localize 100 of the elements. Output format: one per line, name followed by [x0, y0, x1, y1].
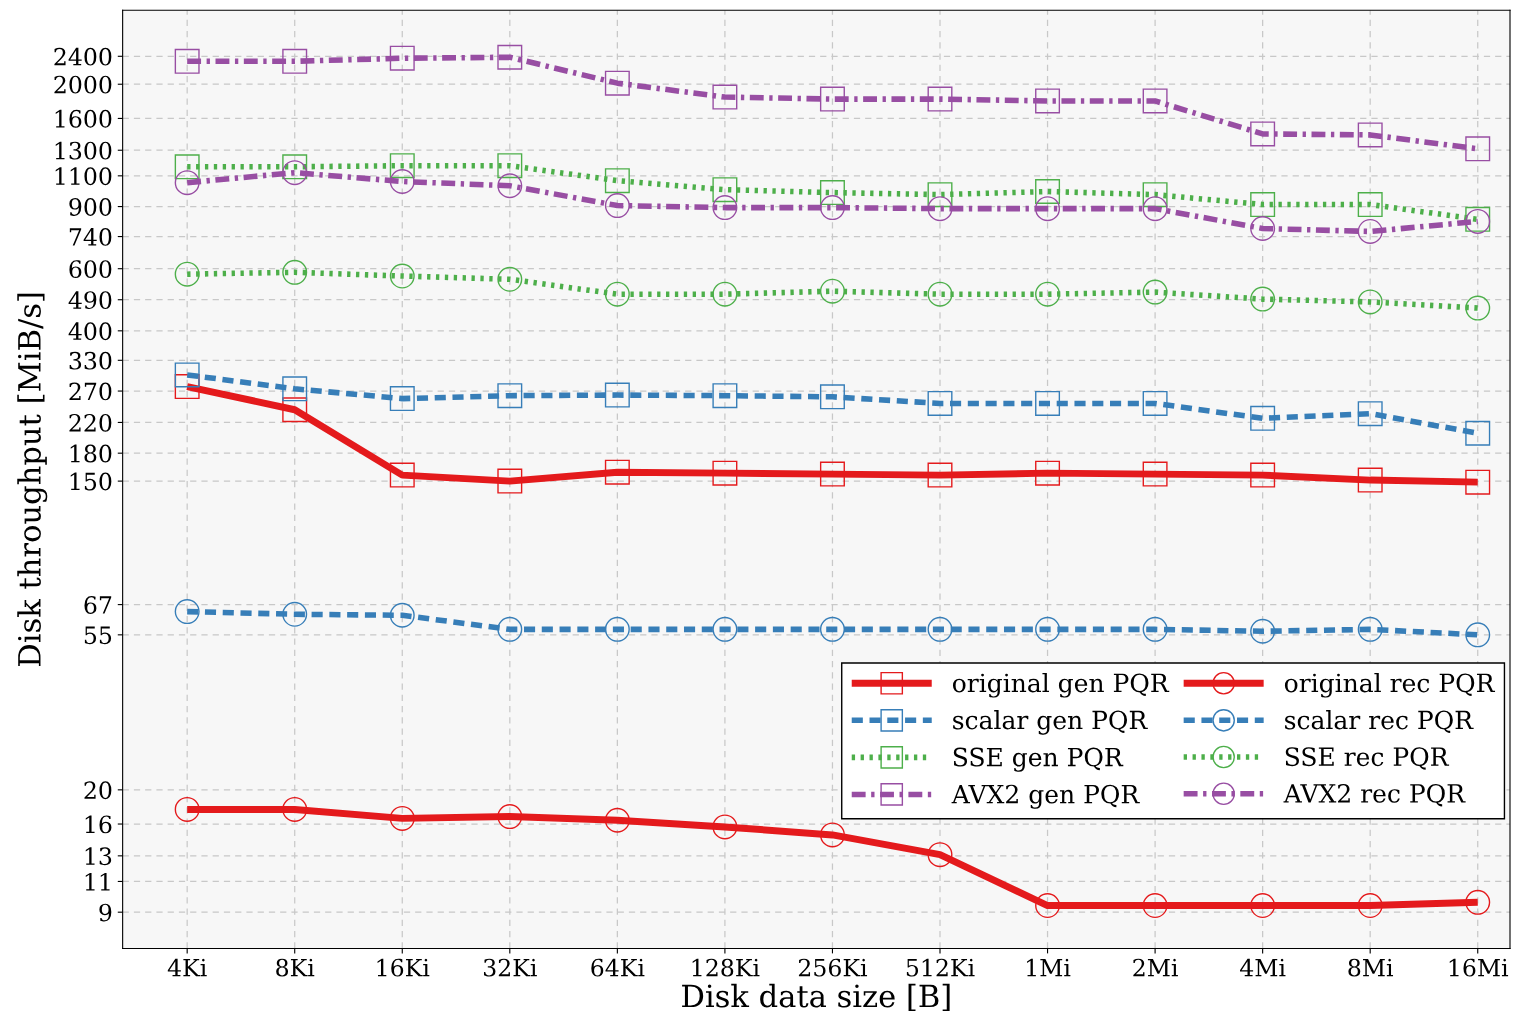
point [497, 44, 523, 70]
point [712, 460, 738, 486]
point [282, 397, 308, 423]
point [712, 281, 738, 307]
point [1465, 295, 1491, 321]
point [819, 822, 845, 848]
point [1250, 121, 1276, 147]
x-tick-label: 512Ki [906, 958, 975, 977]
point [1142, 88, 1168, 114]
point [1035, 460, 1061, 486]
legend-label: SSE rec PQR [1285, 747, 1450, 770]
point [1357, 616, 1383, 642]
y-tick-label: 400 [68, 322, 112, 341]
x-tick-label: 2Mi [1133, 958, 1178, 977]
point [927, 390, 953, 416]
point [1357, 467, 1383, 493]
point [1357, 289, 1383, 315]
point [604, 168, 630, 194]
point [819, 616, 845, 642]
y-tick-label: 55 [84, 626, 112, 645]
point [282, 796, 308, 822]
point [604, 193, 630, 219]
y-tick-label: 270 [69, 382, 112, 401]
point [282, 259, 308, 285]
point [174, 48, 200, 74]
x-tick-label: 8Ki [276, 958, 315, 977]
point [1142, 461, 1168, 487]
point [174, 796, 200, 822]
point [389, 169, 415, 195]
point [497, 804, 523, 830]
point [1142, 196, 1168, 222]
x-axis-title: Disk data size [B] [682, 983, 950, 1012]
x-tick-label: 1Mi [1027, 958, 1071, 977]
point [927, 281, 953, 307]
point [497, 266, 523, 292]
point [389, 602, 415, 628]
point [497, 616, 523, 642]
y-tick-label: 1100 [55, 167, 112, 186]
y-tick-label: 13 [85, 847, 112, 866]
point [1142, 182, 1168, 208]
point [1357, 122, 1383, 148]
point [497, 468, 523, 494]
y-tick-label: 740 [69, 228, 112, 246]
y-tick-label: 1600 [55, 109, 112, 128]
point [1250, 192, 1276, 218]
point [1250, 893, 1276, 919]
legend-label: scalar rec PQR [1285, 710, 1474, 734]
y-tick-label: 9 [99, 903, 112, 922]
point [174, 170, 200, 196]
point [1250, 286, 1276, 312]
point [1357, 893, 1383, 919]
point [604, 382, 630, 408]
point [927, 616, 953, 642]
point [389, 153, 415, 179]
legend-label: scalar gen PQR [953, 710, 1148, 735]
point [282, 376, 308, 402]
point [927, 182, 953, 208]
point [604, 281, 630, 307]
point [1250, 216, 1276, 242]
point [282, 154, 308, 180]
y-tick-label: 11 [85, 872, 110, 891]
point [712, 616, 738, 642]
x-tick-label: 4Mi [1240, 958, 1286, 977]
y-tick-label: 600 [69, 260, 112, 279]
x-tick-label: 16Ki [377, 958, 430, 977]
y-tick-label: 2400 [54, 47, 112, 66]
point [389, 462, 415, 488]
point [712, 814, 738, 840]
point [1465, 889, 1491, 915]
point [1035, 616, 1061, 642]
point [1250, 462, 1276, 488]
point [174, 261, 200, 287]
point [497, 383, 523, 409]
point [174, 154, 200, 180]
point [282, 160, 308, 186]
point [712, 84, 738, 110]
point [1465, 136, 1491, 162]
x-tick-label: 128Ki [692, 958, 760, 977]
point [1035, 88, 1061, 114]
point [604, 807, 630, 833]
point [1250, 618, 1276, 644]
point [712, 195, 738, 221]
x-tick-label: 8Mi [1348, 958, 1394, 977]
point [497, 173, 523, 199]
y-axis-title: Disk throughput [MiB/s] [17, 293, 48, 667]
point [282, 601, 308, 627]
point [174, 599, 200, 625]
point [389, 386, 415, 412]
point [1465, 420, 1491, 446]
point [1142, 279, 1168, 305]
x-tick-label: 16Mi [1449, 958, 1509, 977]
y-tick-label: 16 [85, 815, 112, 834]
point [1142, 616, 1168, 642]
point [1465, 622, 1491, 648]
point [927, 196, 953, 222]
point [927, 86, 953, 112]
point [1035, 893, 1061, 919]
point [604, 70, 630, 96]
point [819, 278, 845, 304]
point [1035, 281, 1061, 307]
